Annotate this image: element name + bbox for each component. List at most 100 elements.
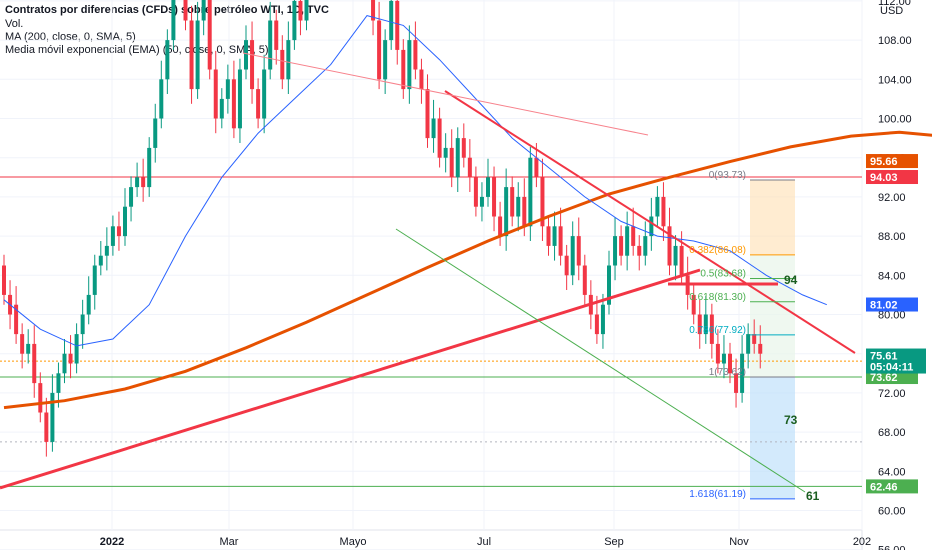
volume-legend[interactable]: Vol. <box>5 18 24 30</box>
time-tick: Sep <box>604 536 624 548</box>
candle <box>14 304 19 335</box>
candle <box>594 314 599 335</box>
candle <box>709 314 714 344</box>
candle <box>607 265 611 305</box>
candle <box>661 196 666 227</box>
price-tick: 112.00 <box>878 0 911 8</box>
candle <box>691 294 696 315</box>
candle <box>613 236 618 266</box>
price-badge-label: 73.62 <box>870 372 898 384</box>
currency-label: USD <box>880 5 903 17</box>
time-tick: Mayo <box>340 536 367 548</box>
candle <box>304 0 309 21</box>
candle <box>92 265 97 295</box>
candle <box>570 236 575 276</box>
candle <box>697 314 702 335</box>
candle <box>413 40 418 70</box>
candle <box>225 79 230 99</box>
candle <box>201 0 206 21</box>
candle <box>655 196 660 217</box>
candle <box>68 353 73 364</box>
candle <box>534 157 539 178</box>
time-tick: Mar <box>220 536 239 548</box>
ema50-line <box>3 15 827 347</box>
candle <box>734 373 739 393</box>
candle <box>679 245 684 276</box>
candle <box>643 236 648 256</box>
candle <box>449 147 454 178</box>
price-ticks: 132.00128.00124.00120.00116.00112.00108.… <box>878 0 912 550</box>
projection-zones <box>750 179 795 499</box>
candle <box>721 353 726 364</box>
fibonacci-levels: 0(93.73) 0.382(86.08) 0.5(83.68) 0.618(81.3… <box>689 170 819 503</box>
candles <box>2 0 763 457</box>
candle <box>104 245 109 256</box>
candle <box>38 383 43 413</box>
target-zone-blue <box>750 377 795 499</box>
price-badge <box>866 297 918 312</box>
fib-label: 0.5(83.68) <box>700 268 746 279</box>
last-price-value: 75.61 <box>870 351 898 363</box>
candle <box>479 196 484 207</box>
upper-trendline <box>242 52 649 136</box>
candle <box>377 20 382 80</box>
candle <box>540 177 545 227</box>
candle <box>492 177 497 217</box>
candle <box>746 334 751 354</box>
time-tick: Jul <box>477 536 491 548</box>
price-tick: 104.00 <box>878 74 912 86</box>
candle <box>292 0 297 41</box>
candle <box>141 177 146 188</box>
candle <box>116 226 121 237</box>
candle <box>728 353 732 374</box>
candle <box>123 206 127 237</box>
candle <box>395 0 400 50</box>
candle <box>50 392 55 442</box>
candle <box>558 226 563 256</box>
candle <box>564 255 569 276</box>
candle <box>207 0 212 70</box>
price-tick: 64.00 <box>878 466 906 478</box>
candle <box>431 118 436 139</box>
candle <box>219 98 224 119</box>
price-tick: 88.00 <box>878 231 906 243</box>
candle <box>401 49 406 90</box>
candle <box>171 0 176 41</box>
candle <box>80 314 85 335</box>
price-tick: 60.00 <box>878 506 906 518</box>
candle <box>667 226 672 266</box>
candle <box>2 265 6 295</box>
candle <box>231 79 236 129</box>
candle <box>147 147 152 188</box>
candle <box>298 0 303 21</box>
candle <box>389 0 394 41</box>
candle <box>637 245 642 256</box>
candle <box>703 314 708 335</box>
sma200-line <box>3 130 932 410</box>
target-zone-green <box>750 254 795 378</box>
price-badge <box>866 170 918 185</box>
target-zone-orange <box>750 179 795 255</box>
time-ticks: 2022 Mar Mayo Jul Sep Nov 202 <box>100 536 871 548</box>
target-label: 61 <box>806 489 820 503</box>
candle <box>274 20 279 50</box>
candle <box>467 157 472 178</box>
fib-label: 0.786(77.92) <box>689 325 746 336</box>
fib-label: 1(73.62) <box>709 367 746 378</box>
candle <box>546 226 551 246</box>
candle <box>383 40 388 80</box>
candle <box>576 236 581 266</box>
candle <box>237 69 242 129</box>
ema-legend[interactable]: Media móvil exponencial (EMA) (50, close… <box>5 44 269 56</box>
price-badge-label: 62.46 <box>870 481 898 493</box>
candle <box>286 40 291 80</box>
target-label: 73 <box>784 413 798 427</box>
candle <box>443 147 448 158</box>
candle <box>419 69 424 90</box>
time-tick: Nov <box>729 536 749 548</box>
candle <box>510 187 515 217</box>
candle <box>165 40 170 80</box>
candle <box>600 304 605 335</box>
candle <box>473 177 478 207</box>
